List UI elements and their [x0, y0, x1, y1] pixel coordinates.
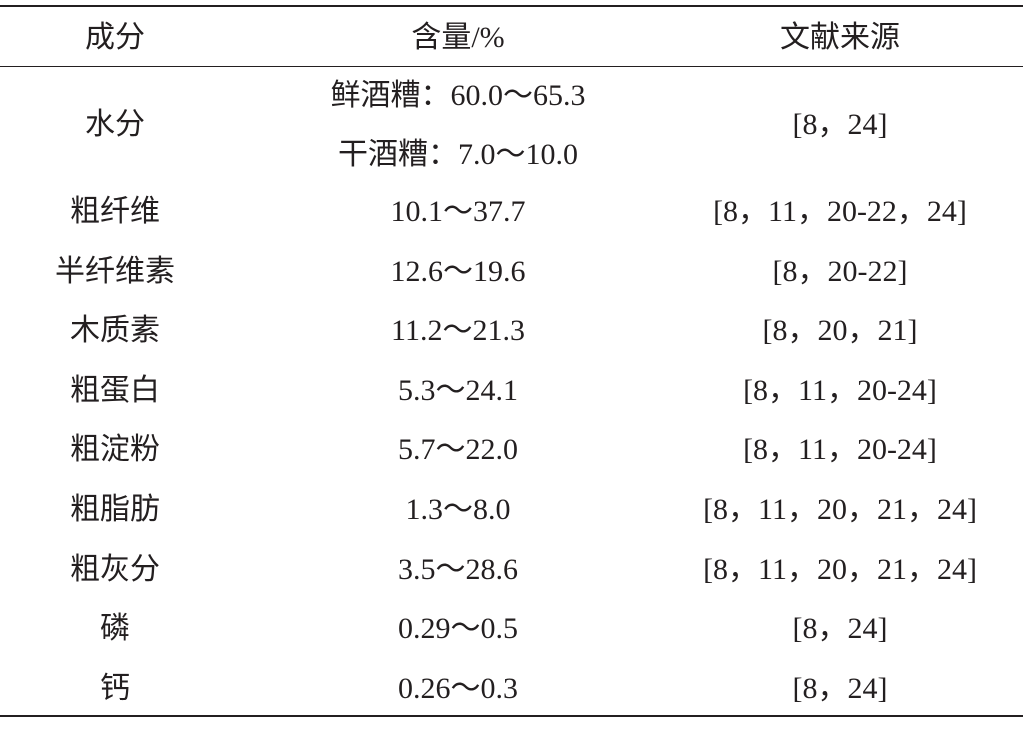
reference-cell: [8，20，21]: [762, 314, 918, 348]
header-rule: [0, 66, 1023, 67]
reference-cell: [8，24]: [792, 108, 888, 141]
component-cell: 水分: [85, 108, 145, 141]
content-cell: 3.5～28.6: [398, 552, 518, 586]
reference-cell: [8，11，20，21，24]: [703, 552, 977, 586]
component-cell: 粗淀粉: [70, 433, 160, 467]
top-rule: [0, 5, 1023, 7]
content-cell: 10.1～37.7: [390, 195, 526, 228]
reference-cell: [8，11，20，21，24]: [703, 493, 977, 526]
bottom-rule: [0, 715, 1023, 717]
reference-cell: [8，24]: [792, 612, 888, 646]
reference-cell: [8，11，20-22，24]: [713, 195, 967, 228]
cell-line: 干酒糟：7.0～10.0: [338, 137, 578, 171]
content-cell: 12.6～19.6: [390, 254, 526, 288]
reference-cell: [8，20-22]: [772, 254, 908, 288]
header-cell: 含量/%: [411, 21, 505, 54]
component-cell: 磷: [100, 612, 130, 646]
reference-cell: [8，11，20-24]: [743, 433, 937, 467]
component-cell: 粗纤维: [70, 195, 160, 228]
header-cell: 文献来源: [780, 21, 900, 54]
component-cell: 粗蛋白: [70, 373, 160, 407]
component-cell: 钙: [100, 671, 130, 705]
content-cell: 0.29～0.5: [398, 612, 518, 646]
content-cell: 0.26～0.3: [398, 671, 518, 705]
content-cell: 5.3～24.1: [398, 373, 518, 407]
cell-line: 鲜酒糟：60.0～65.3: [330, 78, 586, 112]
component-cell: 粗灰分: [70, 552, 160, 586]
component-cell: 半纤维素: [55, 254, 175, 288]
component-cell: 粗脂肪: [70, 493, 160, 526]
reference-cell: [8，11，20-24]: [743, 373, 937, 407]
content-cell: 5.7～22.0: [398, 433, 518, 467]
component-cell: 木质素: [70, 314, 160, 348]
content-cell: 1.3～8.0: [405, 493, 511, 526]
content-cell: 11.2～21.3: [391, 314, 525, 348]
reference-cell: [8，24]: [792, 671, 888, 705]
header-cell: 成分: [85, 21, 145, 54]
